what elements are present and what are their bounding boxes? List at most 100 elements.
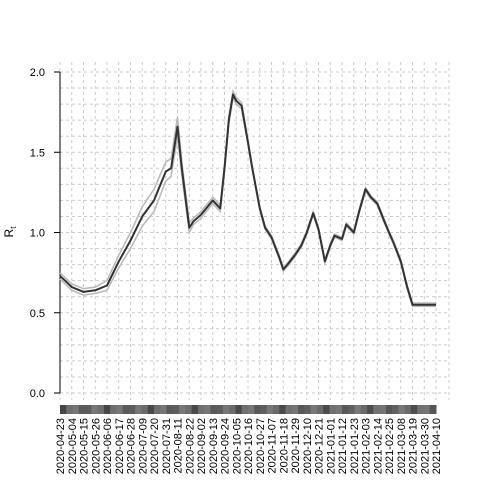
rug-segment bbox=[72, 405, 80, 414]
rug-segment bbox=[141, 405, 149, 414]
x-tick-label: 2021-01-23 bbox=[349, 418, 361, 474]
x-tick-label: 2020-06-06 bbox=[102, 418, 114, 474]
rug-segment bbox=[166, 405, 174, 414]
rug-segment bbox=[172, 405, 180, 414]
rug-segment bbox=[342, 405, 349, 414]
x-tick-label: 2021-01-01 bbox=[325, 418, 337, 474]
rug-segment bbox=[410, 405, 418, 414]
rug-segment bbox=[304, 405, 312, 414]
rug-segment bbox=[285, 405, 293, 414]
x-tick-label: 2020-05-15 bbox=[79, 418, 91, 474]
y-tick-label: 2.0 bbox=[30, 67, 45, 79]
x-tick-label: 2020-05-04 bbox=[67, 418, 79, 474]
x-tick-label: 2020-06-28 bbox=[126, 418, 138, 474]
rug-segment bbox=[404, 405, 412, 414]
rug-segment bbox=[147, 405, 155, 414]
x-tick-label: 2020-07-31 bbox=[161, 418, 173, 474]
rug-segment bbox=[254, 405, 262, 414]
x-tick-label: 2020-07-20 bbox=[149, 418, 161, 474]
rug-segment bbox=[367, 405, 374, 414]
rug-segment bbox=[335, 405, 343, 414]
rug-segment bbox=[135, 405, 142, 414]
rug-segment bbox=[354, 405, 362, 414]
rug-segment bbox=[323, 405, 330, 414]
rug-segment bbox=[398, 405, 406, 414]
y-tick-label: 1.0 bbox=[30, 228, 45, 240]
rug-segment bbox=[235, 405, 243, 414]
rug-segment bbox=[273, 405, 280, 414]
x-tick-label: 2020-08-22 bbox=[184, 418, 196, 474]
x-tick-label: 2020-10-27 bbox=[255, 418, 267, 474]
y-axis-label: Rt bbox=[2, 226, 18, 238]
rug-segment bbox=[291, 405, 299, 414]
rug-segment bbox=[373, 405, 381, 414]
rug-segment bbox=[197, 405, 205, 414]
x-tick-label: 2020-11-18 bbox=[278, 418, 290, 473]
rug-segment bbox=[160, 405, 168, 414]
rug-segment bbox=[122, 405, 130, 414]
rug-segment bbox=[423, 405, 431, 414]
x-tick-label: 2020-06-17 bbox=[114, 418, 126, 474]
rug-segment bbox=[222, 405, 230, 414]
rug-segment bbox=[260, 405, 268, 414]
rug-segment bbox=[210, 405, 218, 414]
mean-line bbox=[59, 93, 436, 306]
rug-segment bbox=[248, 405, 255, 414]
rug-segment bbox=[310, 405, 318, 414]
rug-segment bbox=[329, 405, 337, 414]
rug-segment bbox=[241, 405, 249, 414]
rug-segment bbox=[78, 405, 86, 414]
rug-segment bbox=[128, 405, 136, 414]
x-tick-label: 2020-09-24 bbox=[220, 418, 232, 474]
rug-segment bbox=[116, 405, 124, 414]
rug-segment bbox=[60, 405, 67, 414]
x-tick-label: 2020-10-05 bbox=[231, 418, 243, 474]
rug-segment bbox=[191, 405, 199, 414]
x-tick-label: 2021-02-14 bbox=[372, 418, 384, 474]
x-tick-label: 2020-10-16 bbox=[243, 418, 255, 474]
rug-segment bbox=[154, 405, 161, 414]
rug-segment bbox=[110, 405, 117, 414]
rug-segment bbox=[348, 405, 356, 414]
rug-segment bbox=[97, 405, 105, 414]
rug-segment bbox=[216, 405, 224, 414]
x-tick-label: 2020-07-09 bbox=[137, 418, 149, 474]
rug-segment bbox=[385, 405, 393, 414]
rug-segment bbox=[66, 405, 74, 414]
x-tick-label: 2020-12-21 bbox=[314, 418, 326, 474]
y-tick-label: 0.5 bbox=[30, 308, 45, 320]
rug-segment bbox=[417, 405, 424, 414]
x-tick-label: 2020-11-29 bbox=[290, 418, 302, 473]
x-tick-label: 2021-04-10 bbox=[431, 418, 443, 474]
x-tick-label: 2020-05-26 bbox=[90, 418, 102, 474]
rug-segment bbox=[85, 405, 92, 414]
rug-segment bbox=[429, 405, 437, 414]
y-tick-labels: 0.0 0.5 1.0 1.5 2.0 bbox=[30, 67, 45, 400]
rug-segment bbox=[392, 405, 399, 414]
x-tick-label: 2020-12-10 bbox=[302, 418, 314, 474]
x-tick-label: 2021-03-08 bbox=[396, 418, 408, 474]
x-tick-labels: 2020-04-23 2020-05-04 2020-05-15 2020-05-26… bbox=[55, 418, 443, 474]
x-tick-label: 2020-04-23 bbox=[55, 418, 67, 474]
x-tick-label: 2021-03-19 bbox=[408, 418, 420, 474]
x-tick-label: 2021-02-03 bbox=[361, 418, 373, 474]
rug-segment bbox=[91, 405, 99, 414]
x-tick-label: 2021-02-25 bbox=[384, 418, 396, 474]
date-rug bbox=[60, 405, 437, 414]
x-tick-label: 2020-09-02 bbox=[196, 418, 208, 474]
rug-segment bbox=[204, 405, 211, 414]
rug-segment bbox=[229, 405, 236, 414]
x-tick-label: 2020-11-07 bbox=[267, 418, 279, 473]
x-tick-label: 2020-08-11 bbox=[173, 418, 185, 473]
rug-segment bbox=[360, 405, 368, 414]
axes bbox=[54, 71, 61, 394]
rug-segment bbox=[266, 405, 274, 414]
rug-segment bbox=[185, 405, 193, 414]
rug-segment bbox=[179, 405, 186, 414]
rug-segment bbox=[298, 405, 305, 414]
y-tick-label: 1.5 bbox=[30, 147, 45, 159]
x-tick-label: 2021-01-12 bbox=[337, 418, 349, 474]
grid bbox=[59, 62, 450, 400]
x-tick-label: 2021-03-30 bbox=[419, 418, 431, 474]
